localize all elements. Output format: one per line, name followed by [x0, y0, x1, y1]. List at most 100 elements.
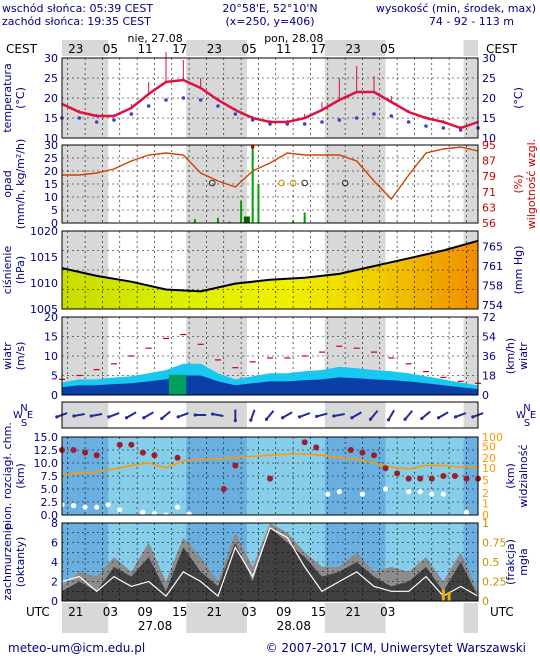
- dewpoint-point: [233, 112, 238, 116]
- cloud-top-point: [405, 475, 412, 482]
- panel-background: [62, 58, 478, 138]
- wind-arrow-head: [350, 416, 354, 420]
- axis-label: (°C): [512, 87, 525, 109]
- cloud-base-point: [429, 491, 435, 497]
- wind-direction-arrow: [351, 411, 362, 419]
- left-tick-label: 15.0: [34, 431, 59, 444]
- wind-direction-arrow: [316, 412, 328, 418]
- wind-direction-arrow: [455, 412, 467, 418]
- cloud-base-point: [82, 504, 88, 510]
- time-axis-top: 23 05 11 17 23 05 11 17 23 05 nie, 27.08 pon, 28.08: [62, 32, 478, 56]
- top-night-band: [463, 40, 478, 56]
- axis-label: (%): [512, 174, 525, 193]
- axis-label: (m/s): [14, 342, 27, 371]
- dewpoint-point: [94, 120, 99, 124]
- wind-direction-arrow: [299, 412, 311, 418]
- cloud-base-point: [359, 491, 366, 497]
- dewpoint-point: [216, 104, 220, 108]
- time-axis-bottom: 21 03 09 15 21 03 09 15 21 03 27.08 28.08: [62, 603, 478, 633]
- night-band: [186, 145, 247, 223]
- left-tick-label: 30: [44, 52, 58, 65]
- wind-direction-arrow: [108, 412, 120, 418]
- night-band: [463, 437, 478, 515]
- left-tick-label: 15: [44, 112, 58, 125]
- cloud-top-point: [128, 441, 135, 448]
- cloud-base-point: [174, 504, 181, 510]
- wind-direction-arrow: [126, 411, 137, 419]
- dewpoint-point: [406, 120, 411, 124]
- panel-frame: [61, 436, 479, 516]
- bottom-hour-label: 21: [68, 605, 83, 619]
- cloudiness-panel: 0 2 4 6 8 0 0.25 0.5 0.75 1 zachmurzenie (oktanty) (…: [1, 517, 530, 608]
- precip-bar: [251, 145, 254, 223]
- wind-arrow-head: [315, 414, 319, 419]
- cloud-top-point: [417, 475, 424, 482]
- wind-arrow-head: [420, 416, 424, 421]
- wind-arrow-head: [403, 417, 407, 421]
- compass-e: E: [530, 410, 536, 421]
- precip-bar: [193, 219, 196, 223]
- left-tick-label: 6: [51, 537, 58, 550]
- wind-arrow-head: [124, 416, 129, 420]
- panel-frame: [61, 401, 479, 429]
- wind-arrow-head: [453, 415, 458, 419]
- wind-arrow-head: [55, 415, 59, 419]
- cloud-top-point: [394, 470, 401, 477]
- dewpoint-point: [181, 96, 186, 100]
- right-tick-label: 79: [482, 170, 496, 183]
- dewpoint-point: [320, 120, 324, 124]
- left-tick-label: 10: [44, 350, 58, 363]
- left-tick-label: 5: [51, 370, 58, 383]
- axis-label: (km): [504, 463, 517, 489]
- dewpoint-point: [302, 122, 307, 126]
- precip-bar: [240, 200, 243, 223]
- right-tick-label: 20: [482, 452, 496, 465]
- wind-arrow-head: [160, 416, 164, 421]
- cloud-top-point: [440, 473, 447, 479]
- precip-probability-marker: [341, 179, 349, 187]
- cloud-base-point: [325, 491, 331, 497]
- night-band: [463, 145, 478, 223]
- bottom-night-band: [463, 603, 478, 633]
- left-tick-label: 1020: [30, 225, 58, 238]
- cloud-top-point: [82, 449, 89, 456]
- wind-direction-arrow: [91, 413, 103, 417]
- wind-direction-arrow: [177, 412, 189, 418]
- right-tick-label: 1: [482, 497, 489, 510]
- axis-label: (hPa): [14, 256, 27, 284]
- compass-n: N: [20, 403, 27, 414]
- bottom-hour-label: 21: [345, 605, 360, 619]
- panel-frame: [61, 144, 479, 224]
- compass-s: S: [21, 418, 27, 429]
- left-tick-label: 0: [51, 217, 58, 230]
- timezone-top-right: CEST: [486, 42, 518, 56]
- bottom-night-band: [186, 603, 247, 633]
- left-tick-label: 10.0: [34, 457, 59, 470]
- right-tick-label: 0.25: [482, 576, 507, 589]
- wind-arrow-head: [264, 417, 269, 421]
- right-tick-label: 0: [482, 509, 489, 522]
- precip-heavy-bar: [243, 216, 250, 223]
- dewpoint-point: [424, 124, 428, 128]
- dewpoint-point: [337, 118, 342, 122]
- cloud-top-point: [347, 447, 354, 453]
- top-hour-label: 23: [68, 42, 83, 56]
- left-tick-label: 1015: [30, 251, 58, 264]
- top-date-label: nie, 27.08: [127, 32, 182, 45]
- right-tick-label: 54: [482, 331, 496, 344]
- top-hour-label: 05: [241, 42, 256, 56]
- left-tick-label: 8: [51, 517, 58, 530]
- dewpoint-point: [441, 126, 446, 130]
- top-hour-label: 23: [207, 42, 222, 56]
- wind-direction-arrow: [333, 413, 345, 417]
- precip-bar: [217, 217, 219, 223]
- sunrise-text: wschód słońca: 05:39 CEST: [2, 2, 153, 15]
- footer-email[interactable]: meteo-um@icm.edu.pl: [8, 641, 145, 655]
- night-band: [463, 402, 478, 428]
- wind-arrow-head: [142, 416, 146, 420]
- wind-arrow-head: [210, 412, 215, 416]
- cloud-top-point: [93, 452, 100, 459]
- night-band: [324, 437, 386, 515]
